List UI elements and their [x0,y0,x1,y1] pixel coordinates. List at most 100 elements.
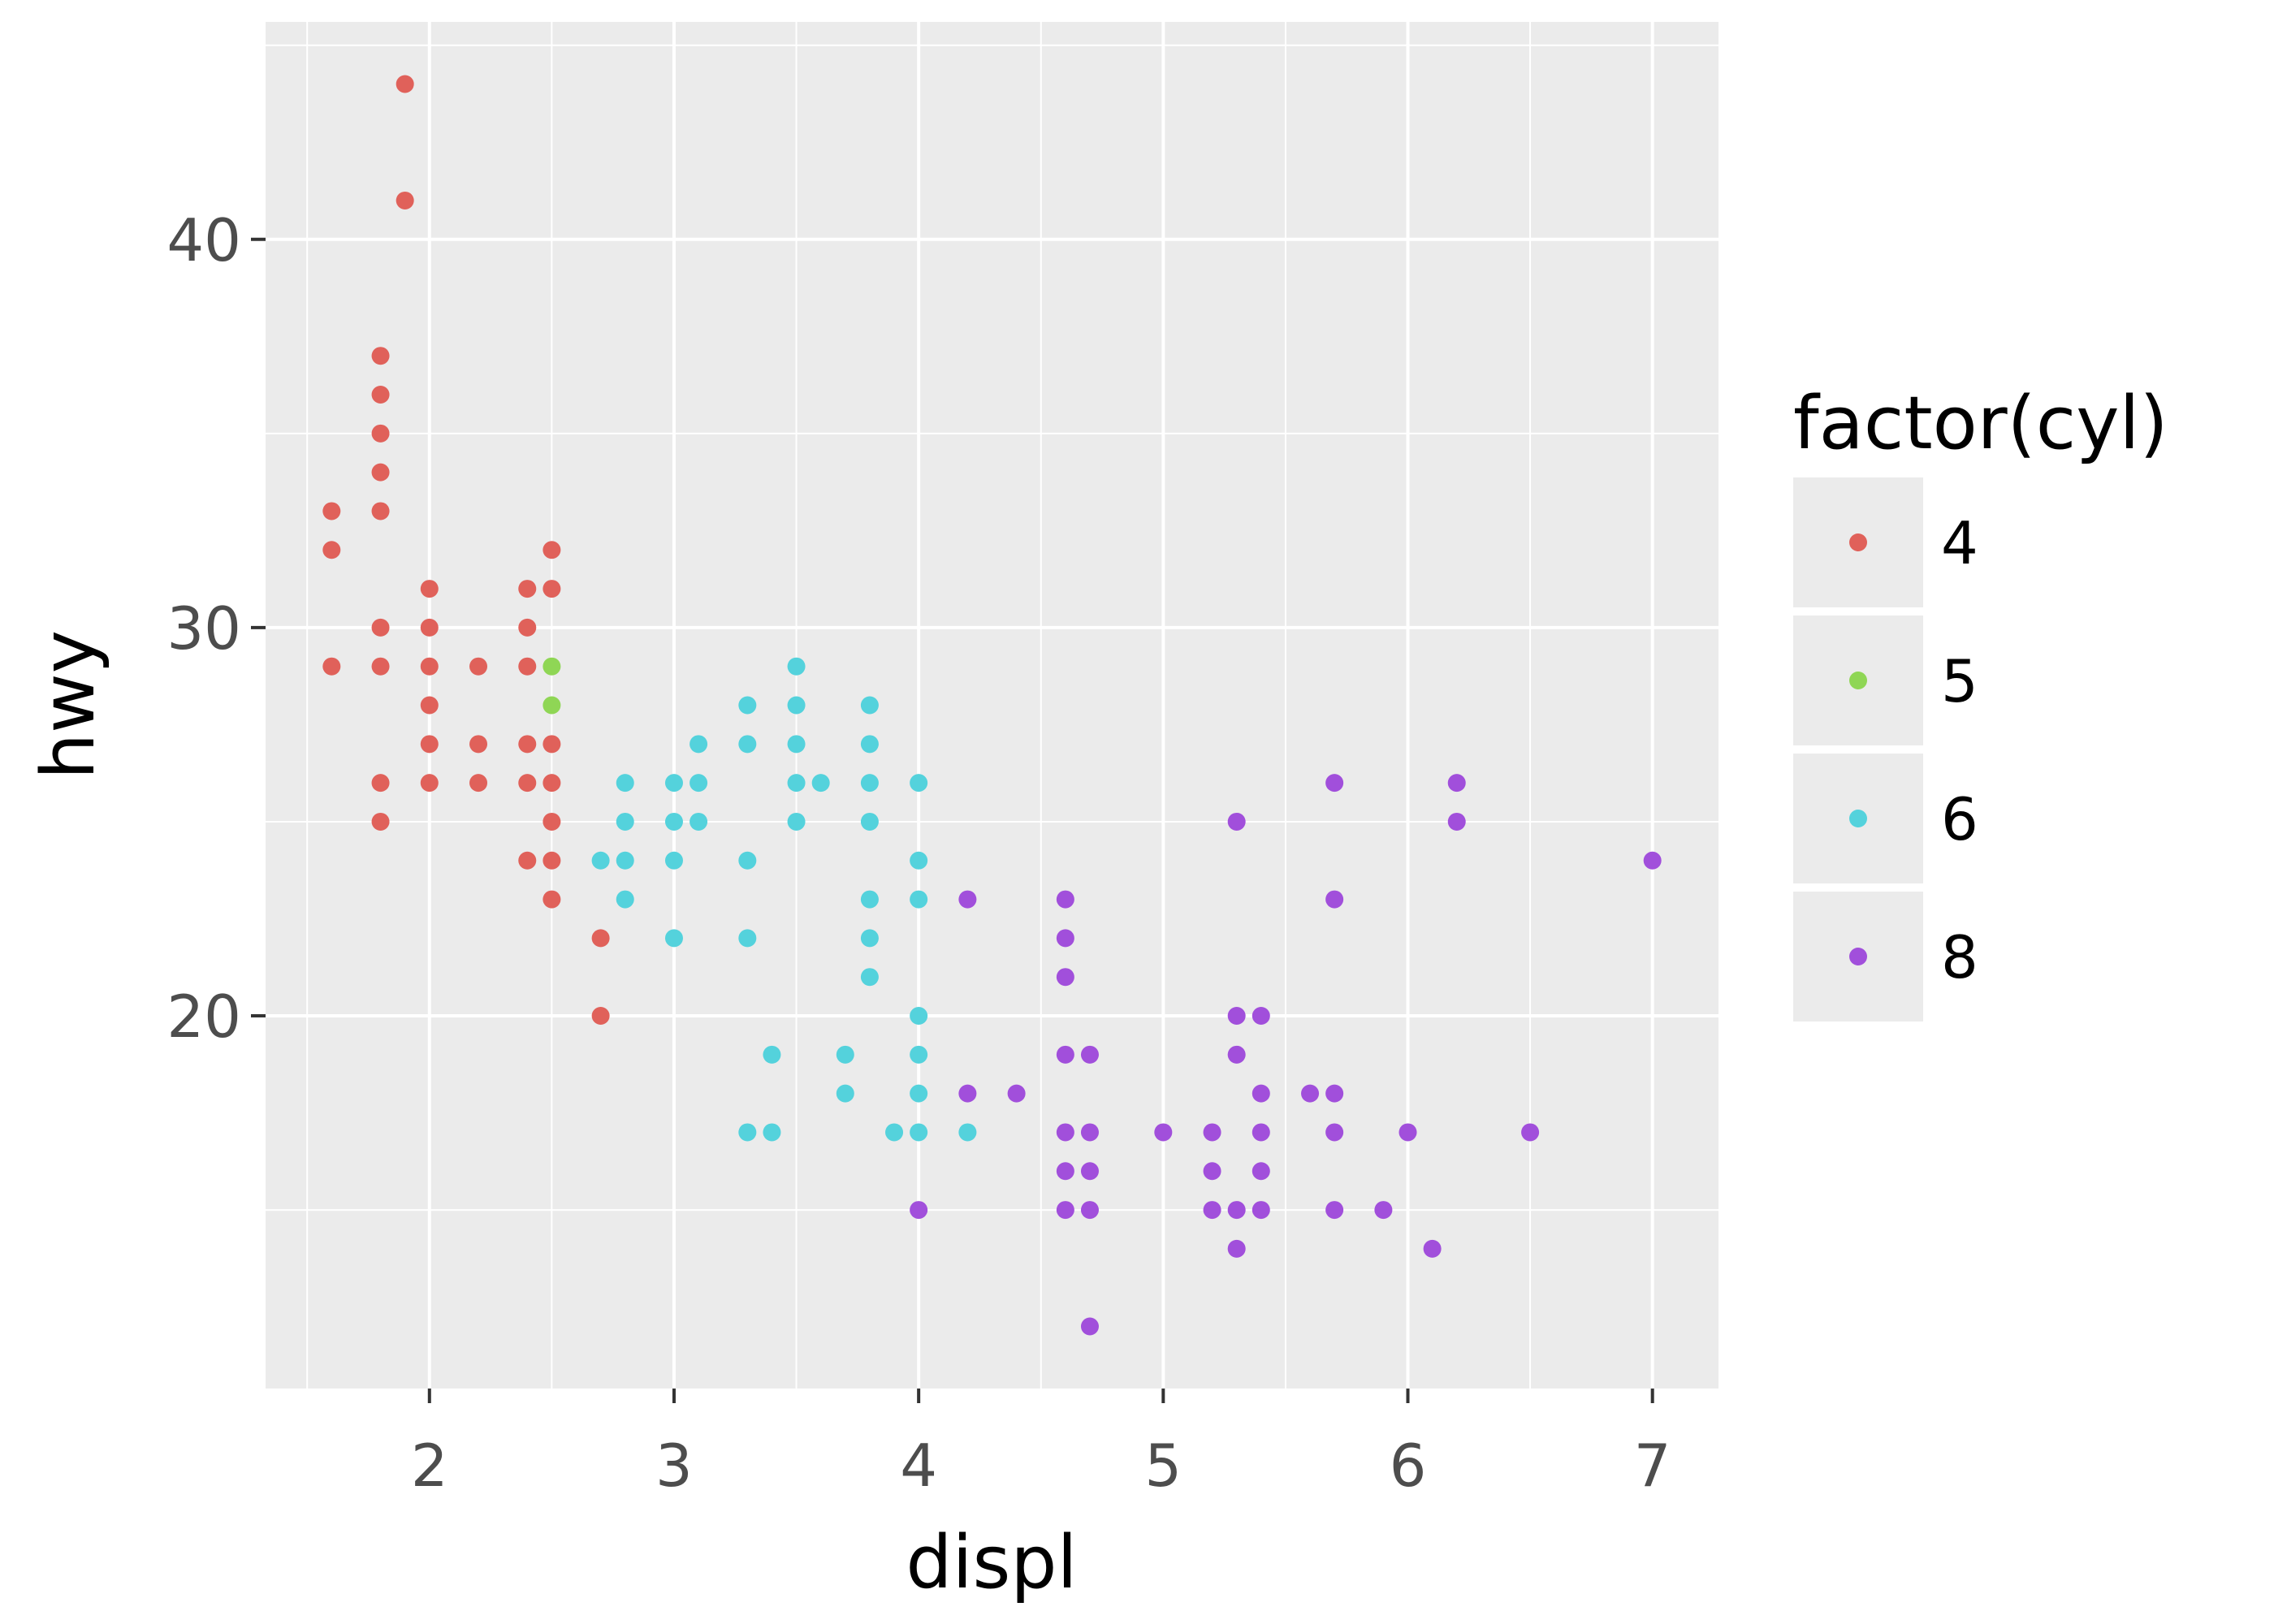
data-point [738,851,757,870]
data-point [1252,1084,1270,1103]
data-point [1080,1201,1099,1220]
data-point [1080,1162,1099,1181]
data-point [371,463,390,482]
data-point [910,851,928,870]
plot-panel [266,22,1718,1389]
data-point [1056,968,1074,987]
data-point [518,580,537,598]
data-point [396,191,414,209]
data-point [616,851,634,870]
data-point [420,696,439,715]
data-point [910,1045,928,1064]
data-point [420,774,439,793]
data-point [1080,1045,1099,1064]
data-point [1056,890,1074,909]
data-point [1056,929,1074,948]
x-axis-title: displ [906,1520,1077,1605]
data-point [1447,812,1466,831]
data-point [787,735,806,754]
y-axis-title: hwy [26,630,111,780]
data-point [1056,1162,1074,1181]
data-point [836,1045,854,1064]
data-point [543,812,561,831]
data-point [543,696,561,715]
data-point [420,657,439,676]
data-points [322,75,1662,1336]
data-point [371,618,390,637]
data-point [910,890,928,909]
data-point [910,1123,928,1142]
data-point [664,851,683,870]
data-point [371,774,390,793]
data-point [811,774,830,793]
data-point [1325,1201,1344,1220]
data-point [1374,1201,1393,1220]
data-point [787,696,806,715]
data-point [1203,1201,1221,1220]
legend-item-5: 5 [1793,615,1978,745]
data-point [469,735,488,754]
data-point [322,541,341,559]
data-point [1325,774,1344,793]
legend-title: factor(cyl) [1793,381,2168,466]
data-point [1399,1123,1417,1142]
data-point [860,696,879,715]
data-point [1056,1201,1074,1220]
data-point [763,1045,781,1064]
data-point [1325,890,1344,909]
major-grid [266,22,1718,1389]
data-point [371,657,390,676]
legend-item-6: 6 [1793,754,1978,883]
data-point [1252,1201,1270,1220]
data-point [1227,1201,1246,1220]
data-point [371,386,390,404]
data-point [371,347,390,365]
legend-item-4: 4 [1793,477,1978,607]
x-tick-label: 3 [655,1432,693,1500]
data-point [1252,1007,1270,1025]
data-point [543,541,561,559]
x-axis: 2 3 4 5 6 7 [411,1389,1671,1500]
y-tick-label: 40 [166,206,241,274]
data-point [518,657,537,676]
data-point [958,1123,977,1142]
data-point [1227,1007,1246,1025]
data-point [371,502,390,520]
data-point [1080,1317,1099,1336]
data-point [1643,851,1662,870]
data-point [1252,1123,1270,1142]
data-point [591,1007,610,1025]
data-point [1227,812,1246,831]
x-tick-label: 5 [1144,1432,1182,1500]
data-point [1203,1123,1221,1142]
data-point [738,1123,757,1142]
data-point [860,968,879,987]
data-point [616,890,634,909]
legend-item-8: 8 [1793,892,1978,1021]
data-point [616,812,634,831]
data-point [1080,1123,1099,1142]
data-point [543,580,561,598]
data-point [690,735,708,754]
series-5 [543,657,561,715]
legend-label: 5 [1941,647,1978,715]
y-tick-label: 20 [166,983,241,1051]
data-point [591,851,610,870]
data-point [1056,1045,1074,1064]
data-point [543,657,561,676]
legend-key-point [1849,533,1867,551]
series-8 [910,774,1662,1336]
data-point [322,657,341,676]
data-point [518,774,537,793]
data-point [1301,1084,1320,1103]
data-point [1227,1239,1246,1258]
data-point [664,812,683,831]
legend-key-point [1849,948,1867,965]
legend-label: 8 [1941,923,1978,991]
data-point [763,1123,781,1142]
data-point [958,890,977,909]
data-point [787,812,806,831]
data-point [371,424,390,443]
data-point [1203,1162,1221,1181]
data-point [1252,1162,1270,1181]
